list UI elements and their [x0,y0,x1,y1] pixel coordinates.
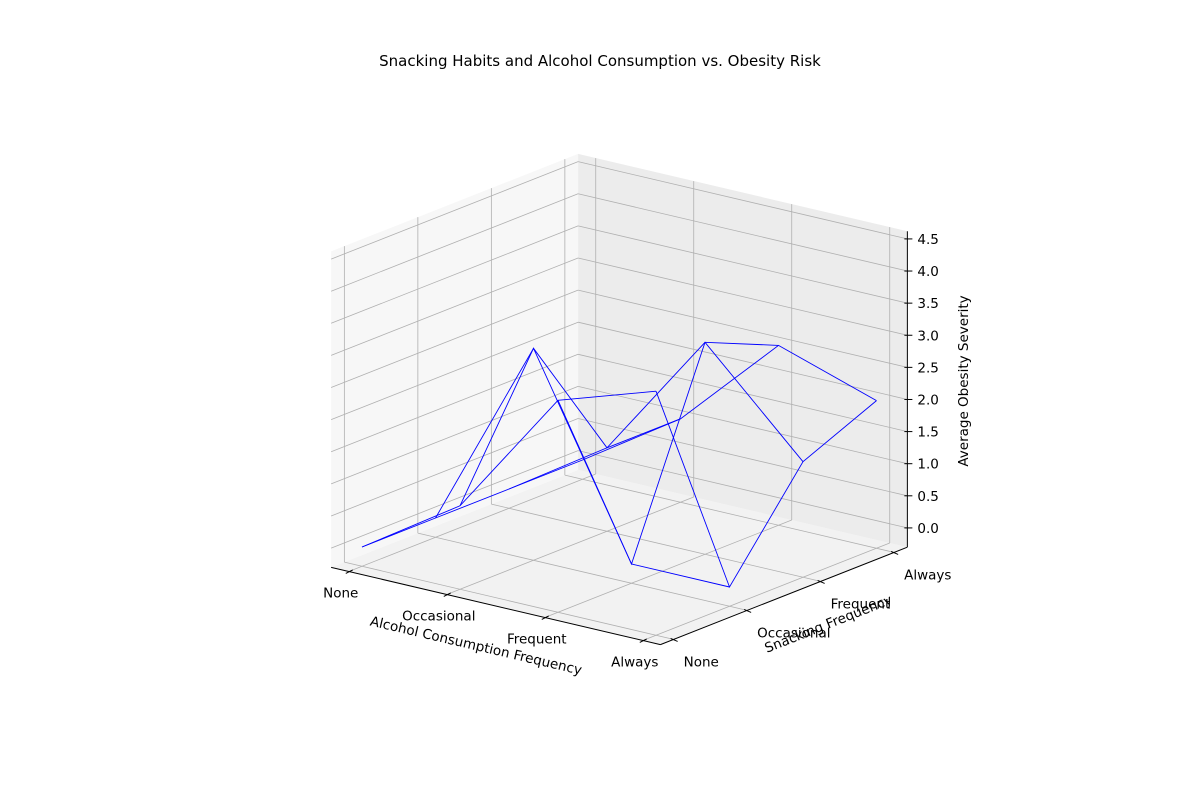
wire-line-snacking-3 [582,344,877,461]
grid-line-left-z [330,353,579,453]
y-tick-label: Frequent [831,596,891,612]
z-tick-label: 1.0 [917,457,938,473]
left-wall-pane [331,153,579,568]
grid-line-left-z [330,321,579,421]
grid-line-left-z [330,289,579,388]
z-tick-label: 3.5 [917,296,938,312]
y-tick [890,550,899,555]
x-tick-label: None [323,585,358,601]
y-tick [670,637,678,642]
grid-line-back-z [577,161,908,240]
grid-line-left-z [330,418,579,517]
z-tick-label: 3.0 [917,328,938,344]
z-tick-label: 4.5 [917,232,938,248]
wire-line-snacking-1 [435,347,730,588]
z-tick-label: 0.0 [917,521,938,537]
grid-line-back-z [577,289,908,368]
grid-line-left-z [330,450,579,549]
grid-line-left-z [330,225,579,324]
grid-line-left-z [330,193,579,292]
z-tick-label: 0.5 [917,489,938,505]
grid-lines [330,158,908,641]
grid-line-floor-x [642,542,890,641]
grid-line-back-z [577,386,908,465]
z-tick-label: 2.0 [917,392,938,408]
y-tick [817,579,825,584]
grid-line-left-z [330,257,579,356]
grid-line-left-z [330,386,579,485]
x-tick-label: Frequent [507,631,567,647]
axis-lines [331,231,908,646]
chart-title: Snacking Habits and Alcohol Consumption … [379,52,821,70]
z-axis-label: Average Obesity Severity [956,295,972,466]
grid-line-floor-x [446,496,694,595]
grid-line-back-z [577,193,908,272]
x-tick-label: Always [611,654,658,670]
grid-line-floor-y [491,503,821,582]
grid-line-left-z [330,161,579,260]
grid-line-floor-y [417,532,748,611]
grid-line-back-z [577,450,908,529]
y-tick [743,608,752,613]
y-tick-label: None [684,654,719,670]
y-axis-label: Snacking Frequency [763,592,895,657]
x-tick [443,592,451,597]
x-tick-label: Occasional [402,608,475,624]
wire-line-alcohol-3 [655,391,877,589]
grid-line-floor-x [544,519,792,618]
z-tick-label: 2.5 [917,360,938,376]
grid-line-floor-y [564,474,895,553]
z-tick-label: 1.5 [917,425,938,441]
grid-line-back-z [577,257,908,336]
grid-line-back-z [577,418,908,497]
z-tick-label: 4.0 [917,264,938,280]
x-tick [639,638,647,643]
wire-line-snacking-2 [508,341,804,490]
x-tick [345,569,353,574]
back-wall-pane [578,153,908,548]
wire-line-alcohol-1 [459,347,681,506]
wire-line-snacking-0 [361,390,657,548]
x-tick [541,615,549,620]
y-tick-label: Always [904,567,951,583]
grid-line-back-z [577,225,908,304]
grid-line-floor-x [348,473,596,572]
wire-line-alcohol-0 [361,459,583,548]
grid-line-floor-y [344,561,674,640]
x-axis-line [331,566,661,646]
y-tick-label: Occasional [757,625,830,641]
wireframe-surface [361,341,877,589]
y-axis-line [660,546,908,646]
grid-line-back-z [577,353,908,432]
